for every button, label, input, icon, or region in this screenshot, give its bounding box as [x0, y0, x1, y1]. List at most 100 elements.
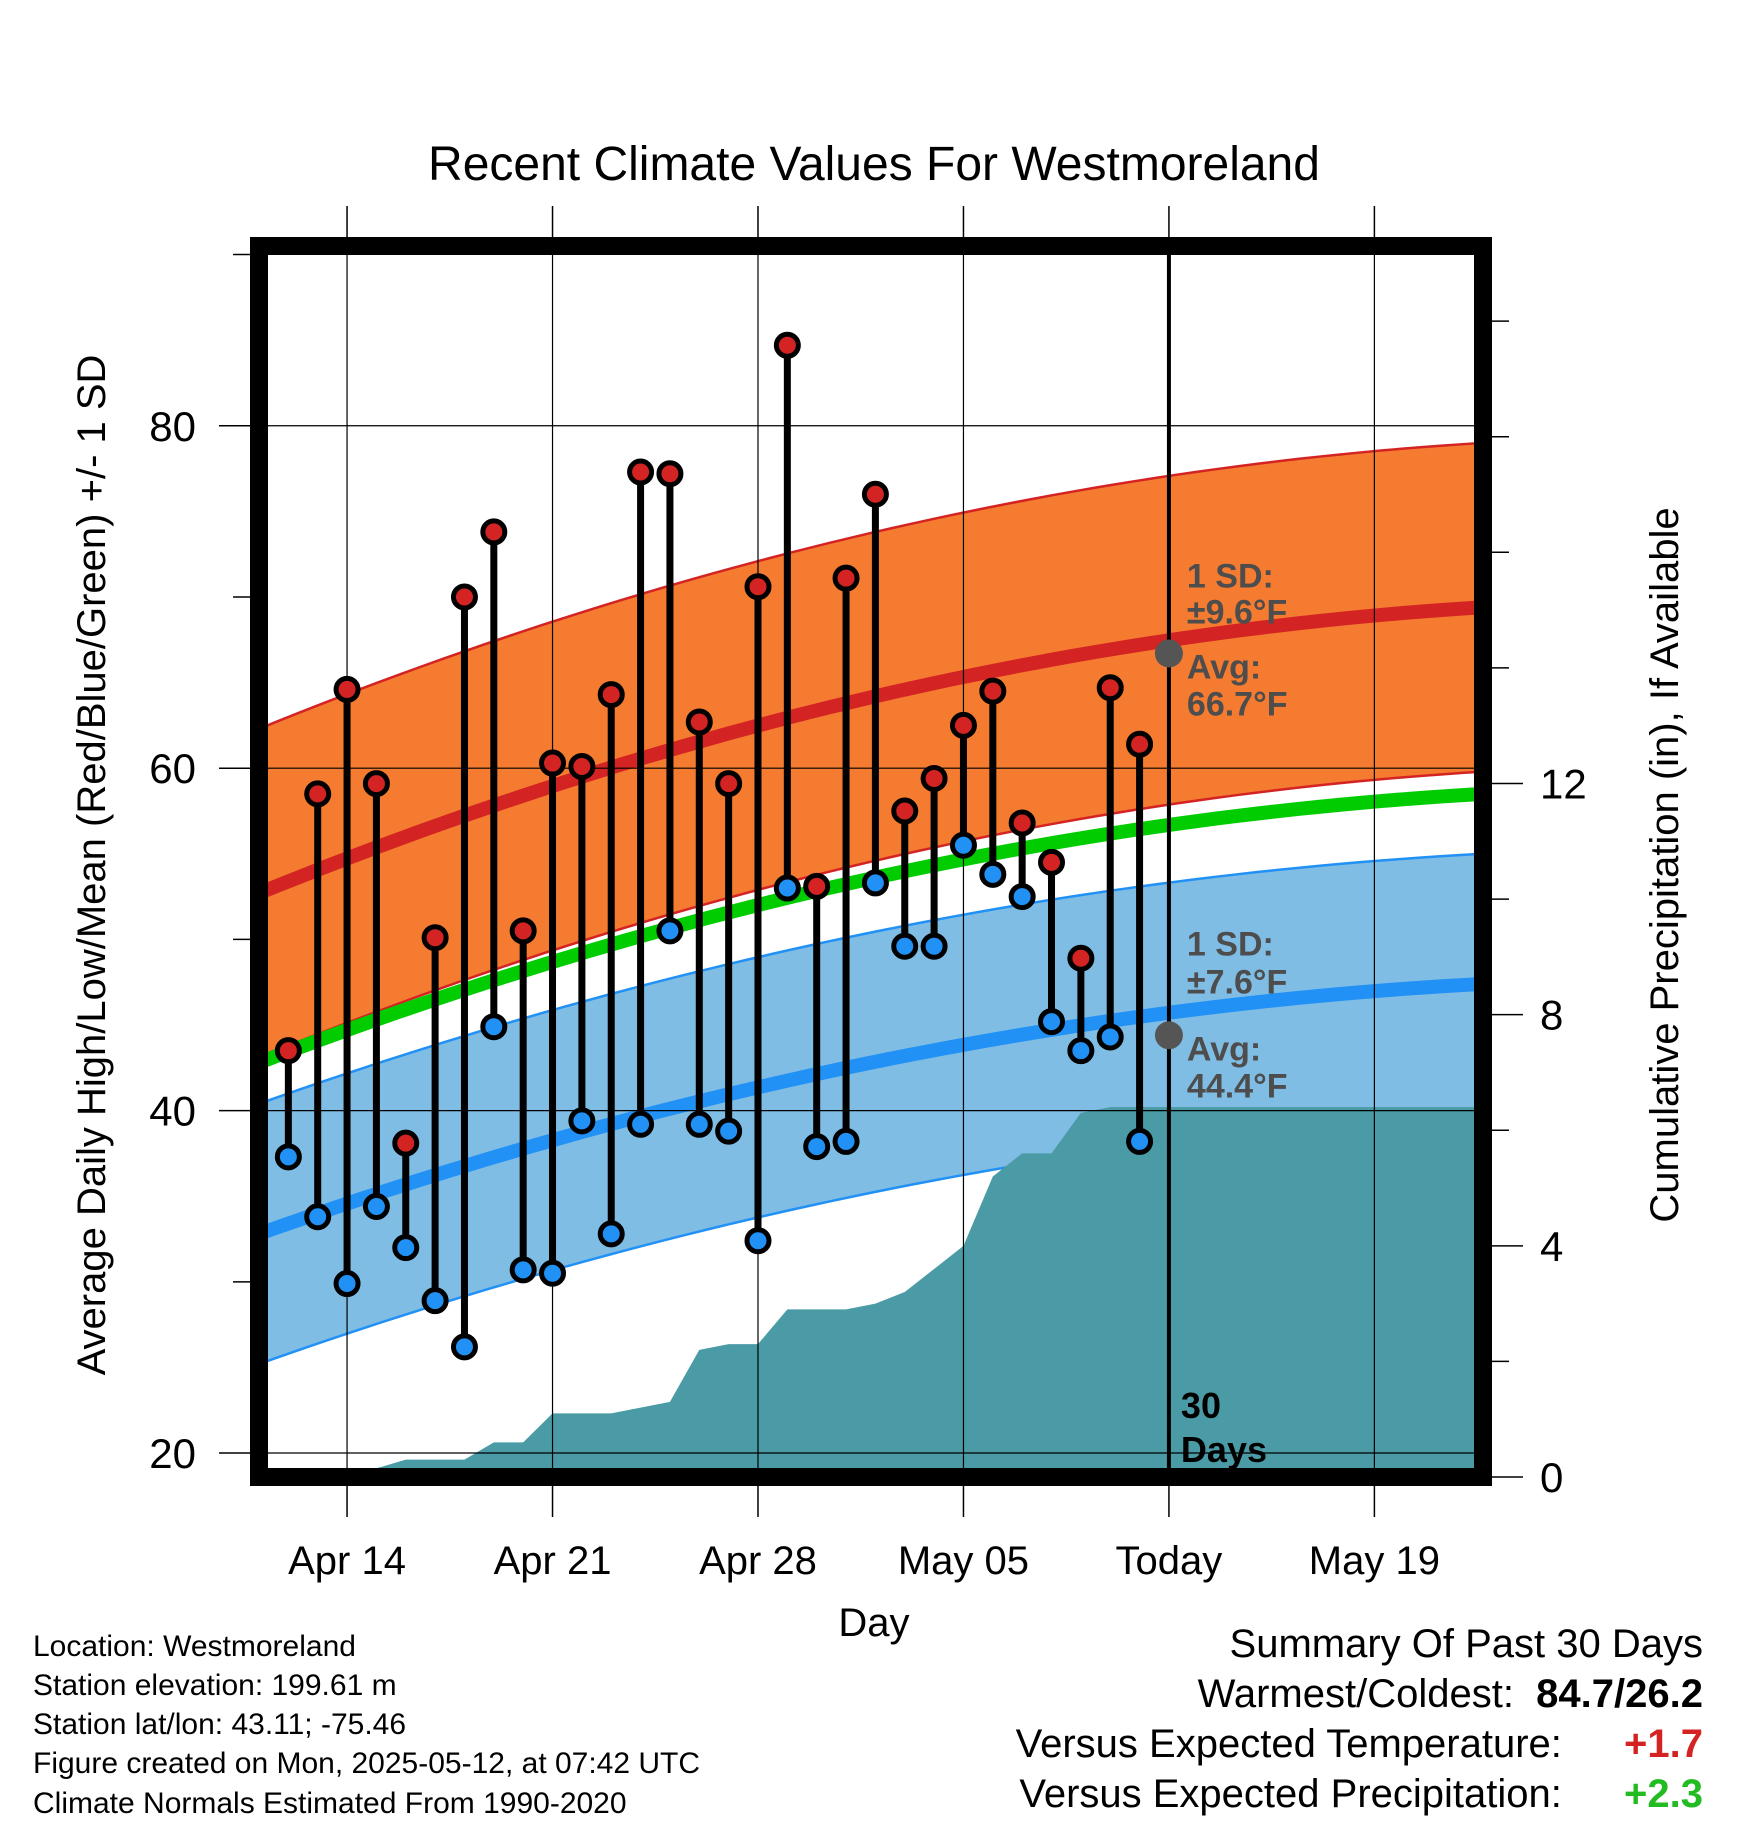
- today-high-marker: [1154, 639, 1183, 668]
- high-point: [597, 681, 625, 709]
- low-point: [1096, 1023, 1124, 1051]
- annotation-low-sd-label: 1 SD:: [1187, 925, 1274, 963]
- y-axis-label-left: Average Daily High/Low/Mean (Red/Blue/Gr…: [70, 355, 114, 1376]
- annotation-high-sd-label: 1 SD:: [1187, 557, 1274, 595]
- low-point: [392, 1234, 420, 1262]
- x-tick-label: May 05: [898, 1539, 1029, 1583]
- annotation-high-sd-value: ±9.6°F: [1187, 593, 1287, 631]
- summary-temp-value: +1.7: [1624, 1722, 1703, 1766]
- summary-precip-row: Versus Expected Precipitation: +2.3: [1019, 1772, 1703, 1817]
- high-point: [1126, 730, 1154, 758]
- low-point: [539, 1259, 567, 1287]
- y-axis-label-right: Cumulative Precipitation (in), If Availa…: [1643, 507, 1687, 1222]
- annotation-high-avg-value: 66.7°F: [1187, 685, 1288, 723]
- high-point: [685, 708, 713, 736]
- x-tick-label: Apr 14: [288, 1539, 406, 1583]
- high-point: [539, 749, 567, 777]
- high-point: [333, 675, 361, 703]
- low-point: [891, 932, 919, 960]
- annotation-low-sd-value: ±7.6°F: [1187, 963, 1287, 1001]
- high-point: [803, 872, 831, 900]
- y-tick-label-right: 12: [1540, 760, 1587, 807]
- low-point: [627, 1110, 655, 1138]
- info-location: Location: Westmoreland: [33, 1630, 356, 1663]
- high-point: [861, 480, 889, 508]
- low-point: [362, 1192, 390, 1220]
- precip-area: [347, 1107, 1483, 1477]
- low-point: [773, 874, 801, 902]
- summary-temp-label: Versus Expected Temperature:: [1015, 1722, 1562, 1766]
- low-point: [832, 1127, 860, 1155]
- summary-precip-label: Versus Expected Precipitation:: [1019, 1772, 1562, 1816]
- low-point: [1067, 1037, 1095, 1065]
- high-point: [832, 564, 860, 592]
- y-tick-label-left: 40: [149, 1088, 196, 1135]
- high-point: [304, 780, 332, 808]
- low-point: [450, 1333, 478, 1361]
- low-point: [979, 860, 1007, 888]
- y-tick-label-right: 4: [1540, 1223, 1563, 1270]
- y-tick-label-left: 20: [149, 1430, 196, 1477]
- high-point: [949, 711, 977, 739]
- x-tick-label: Today: [1116, 1539, 1223, 1583]
- chart-title: Recent Climate Values For Westmoreland: [428, 138, 1320, 191]
- high-point: [274, 1037, 302, 1065]
- low-point: [421, 1287, 449, 1315]
- high-point: [891, 797, 919, 825]
- low-point: [861, 869, 889, 897]
- info-created: Figure created on Mon, 2025-05-12, at 07…: [33, 1747, 701, 1780]
- info-latlon: Station lat/lon: 43.11; -75.46: [33, 1708, 407, 1741]
- high-point: [450, 583, 478, 611]
- high-point: [362, 770, 390, 798]
- low-point: [1038, 1008, 1066, 1036]
- x-axis-label: Day: [838, 1601, 909, 1645]
- low-point: [1008, 883, 1036, 911]
- low-point: [656, 917, 684, 945]
- low-point: [920, 932, 948, 960]
- high-point: [509, 917, 537, 945]
- annotation-low-avg-label: Avg:: [1187, 1030, 1261, 1068]
- low-point: [480, 1013, 508, 1041]
- high-point: [744, 573, 772, 601]
- high-point: [1038, 848, 1066, 876]
- high-point: [1096, 674, 1124, 702]
- high-sd-band: [259, 442, 1483, 1058]
- high-point: [979, 677, 1007, 705]
- low-point: [744, 1227, 772, 1255]
- low-point: [333, 1270, 361, 1298]
- low-sd-band: [259, 853, 1483, 1365]
- high-point: [920, 764, 948, 792]
- summary-warmest-row: Warmest/Coldest: 84.7/26.2: [1198, 1672, 1703, 1717]
- x-tick-label: May 19: [1309, 1539, 1440, 1583]
- y-tick-label-left: 60: [149, 745, 196, 792]
- summary-precip-value: +2.3: [1624, 1772, 1703, 1816]
- high-point: [656, 460, 684, 488]
- low-point: [1126, 1127, 1154, 1155]
- high-point: [627, 458, 655, 486]
- high-point: [1067, 944, 1095, 972]
- low-point: [509, 1256, 537, 1284]
- high-point: [773, 331, 801, 359]
- low-point: [803, 1133, 831, 1161]
- low-point: [949, 831, 977, 859]
- x-tick-label: Apr 28: [699, 1539, 817, 1583]
- summary-warmest-label: Warmest/Coldest:: [1197, 1672, 1514, 1716]
- annotation-high-avg-label: Avg:: [1187, 648, 1261, 686]
- low-point: [597, 1220, 625, 1248]
- high-point: [1008, 809, 1036, 837]
- x-tick-label: Apr 21: [494, 1539, 612, 1583]
- info-normals: Climate Normals Estimated From 1990-2020: [33, 1787, 627, 1820]
- plot-frame: [250, 237, 1492, 1486]
- today-low-marker: [1154, 1021, 1183, 1050]
- high-point: [421, 924, 449, 952]
- annotation-low-avg-value: 44.4°F: [1187, 1067, 1288, 1105]
- low-point: [568, 1107, 596, 1135]
- high-point: [392, 1129, 420, 1157]
- summary-temp-row: Versus Expected Temperature: +1.7: [1016, 1722, 1703, 1767]
- info-elevation: Station elevation: 199.61 m: [33, 1669, 397, 1702]
- summary-warmest-value: 84.7/26.2: [1536, 1672, 1703, 1716]
- summary-title: Summary Of Past 30 Days: [1229, 1622, 1703, 1666]
- y-tick-label-right: 8: [1540, 992, 1563, 1039]
- low-point: [274, 1143, 302, 1171]
